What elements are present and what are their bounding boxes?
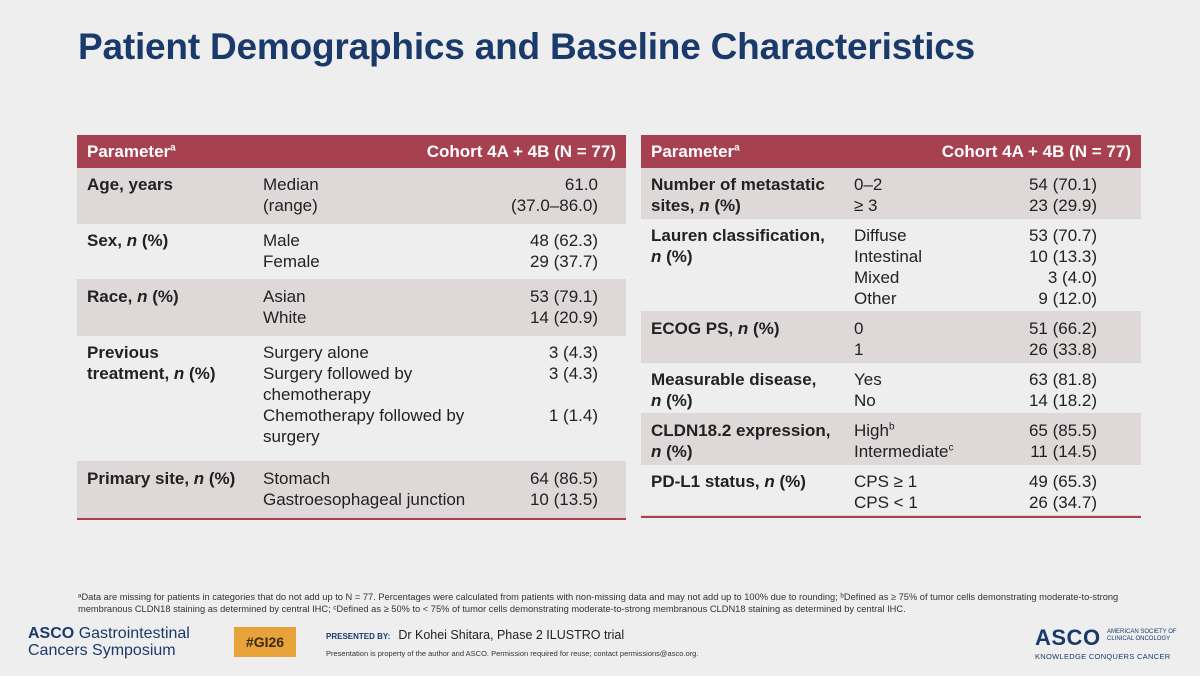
row-parameter: Number of metastatic sites, n (%) (651, 175, 825, 215)
row-values: 53 (79.1) 14 (20.9) (529, 287, 598, 327)
row-categories: CPS ≥ 1 CPS < 1 (854, 472, 918, 512)
row-values: 53 (70.7) 10 (13.3) 3 (4.0) 9 (12.0) (1028, 226, 1097, 308)
row-values: 54 (70.1) 23 (29.9) (1028, 175, 1097, 215)
header-cohort: Cohort 4A + 4B (N = 77) (941, 141, 1131, 161)
row-values: 65 (85.5) 11 (14.5) (1028, 421, 1097, 461)
symposium-logo: ASCO Gastrointestinal Cancers Symposium (28, 625, 190, 659)
table-row: Age, years Median (range) 61.0 (37.0–86.0) (77, 168, 626, 224)
table-bottom-rule (77, 518, 626, 520)
table-row: ECOG PS, n (%) 0 1 51 (66.2) 26 (33.8) (641, 312, 1141, 363)
demographics-table-right: Parametera Cohort 4A + 4B (N = 77) Numbe… (641, 135, 1141, 518)
row-parameter: Lauren classification, n (%) (651, 226, 825, 266)
row-parameter: ECOG PS, n (%) (651, 319, 780, 338)
row-parameter: CLDN18.2 expression, n (%) (651, 421, 831, 461)
row-parameter: Race, n (%) (87, 287, 179, 306)
table-row: Lauren classification, n (%) Diffuse Intest… (641, 219, 1141, 312)
row-parameter: Sex, n (%) (87, 231, 169, 250)
table-row: Previous treatment, n (%) Surgery alone Sur… (77, 336, 626, 462)
header-parameter: Parametera (651, 141, 740, 161)
table-row: Number of metastatic sites, n (%) 0–2 ≥ 3 54… (641, 168, 1141, 219)
table-row: PD-L1 status, n (%) CPS ≥ 1 CPS < 1 49 (65.… (641, 465, 1141, 516)
row-values: 64 (86.5) 10 (13.5) (529, 469, 598, 509)
row-categories: Male Female (263, 231, 320, 271)
asco-logo: ASCO AMERICAN SOCIETY OF CLINICAL ONCOLO… (1035, 625, 1177, 661)
table-row: Race, n (%) Asian White 53 (79.1) 14 (20.9) (77, 280, 626, 336)
hashtag-badge: #GI26 (234, 627, 296, 657)
row-categories: Diffuse Intestinal Mixed Other (854, 226, 923, 308)
table-row: Primary site, n (%) Stomach Gastroesophage… (77, 462, 626, 518)
slide-title: Patient Demographics and Baseline Charac… (78, 26, 976, 67)
header-parameter: Parametera (87, 141, 176, 161)
table-header: Parametera Cohort 4A + 4B (N = 77) (641, 135, 1141, 168)
table-row: Measurable disease, n (%) Yes No 63 (81.8) 14… (641, 363, 1141, 414)
row-parameter: Previous treatment, n (%) (87, 343, 216, 383)
row-values: 3 (4.3) 3 (4.3) 1 (1.4) (548, 343, 598, 425)
row-values: 61.0 (37.0–86.0) (511, 175, 598, 215)
row-parameter: Measurable disease, n (%) (651, 370, 817, 410)
row-categories: Surgery alone Surgery followed by chemothe… (263, 343, 465, 446)
table-header: Parametera Cohort 4A + 4B (N = 77) (77, 135, 626, 168)
row-values: 49 (65.3) 26 (34.7) (1028, 472, 1097, 512)
row-values: 51 (66.2) 26 (33.8) (1028, 319, 1097, 359)
row-categories: 0–2 ≥ 3 (854, 175, 883, 215)
row-values: 63 (81.8) 14 (18.2) (1028, 370, 1097, 410)
row-categories: Yes No (854, 370, 882, 410)
footnote: ᵃData are missing for patients in catego… (78, 592, 1119, 614)
table-row: CLDN18.2 expression, n (%) Highb Intermedia… (641, 414, 1141, 465)
row-categories: Highb Intermediatec (854, 421, 954, 461)
row-parameter: PD-L1 status, n (%) (651, 472, 806, 491)
demographics-table-left: Parametera Cohort 4A + 4B (N = 77) Age, … (77, 135, 626, 520)
presented-by: PRESENTED BY: Dr Kohei Shitara, Phase 2 I… (326, 628, 625, 642)
row-parameter: Primary site, n (%) (87, 469, 236, 488)
row-values: 48 (62.3) 29 (37.7) (529, 231, 598, 271)
row-categories: Stomach Gastroesophageal junction (263, 469, 466, 509)
row-parameter: Age, years (87, 175, 173, 194)
header-cohort: Cohort 4A + 4B (N = 77) (426, 141, 616, 161)
table-bottom-rule (641, 516, 1141, 518)
row-categories: Asian White (263, 287, 307, 327)
property-notice: Presentation is property of the author a… (326, 649, 699, 658)
row-categories: Median (range) (263, 175, 319, 215)
table-row: Sex, n (%) Male Female 48 (62.3) 29 (37.7) (77, 224, 626, 280)
